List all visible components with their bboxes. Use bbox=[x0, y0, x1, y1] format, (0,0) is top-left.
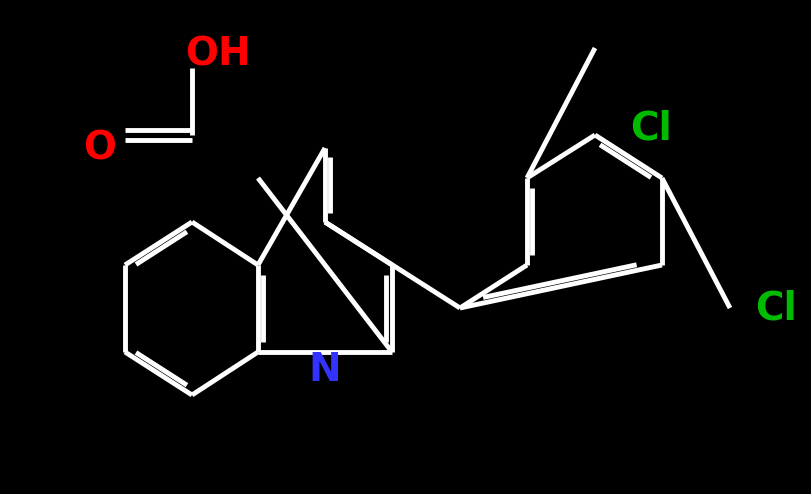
Text: O: O bbox=[84, 129, 116, 167]
Text: N: N bbox=[308, 351, 341, 389]
Text: Cl: Cl bbox=[629, 109, 671, 147]
Text: Cl: Cl bbox=[754, 289, 796, 327]
Text: OH: OH bbox=[185, 36, 251, 74]
